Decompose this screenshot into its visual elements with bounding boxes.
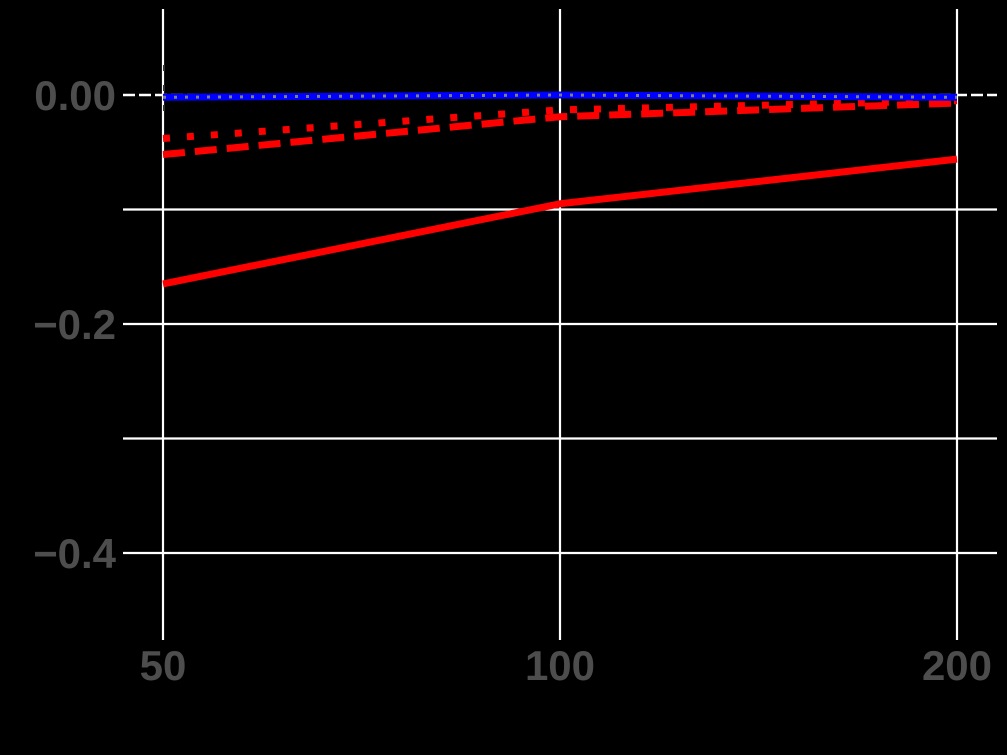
y-tick-label: 0.00 — [34, 72, 116, 119]
x-axis-tick-labels: 50 100 200 — [140, 642, 992, 689]
series-blue-dotted-overlay — [162, 93, 958, 99]
gridlines — [123, 9, 997, 640]
y-axis-tick-labels: 0.00 −0.2 −0.4 — [33, 72, 117, 577]
y-tick-label: −0.2 — [33, 301, 116, 348]
x-tick-label: 100 — [525, 642, 595, 689]
y-tick-label: −0.4 — [33, 530, 117, 577]
x-tick-label: 200 — [922, 642, 992, 689]
series-red-solid — [162, 155, 958, 288]
series-red-dashed — [162, 99, 958, 159]
x-tick-label: 50 — [140, 642, 187, 689]
data-series — [162, 65, 958, 288]
